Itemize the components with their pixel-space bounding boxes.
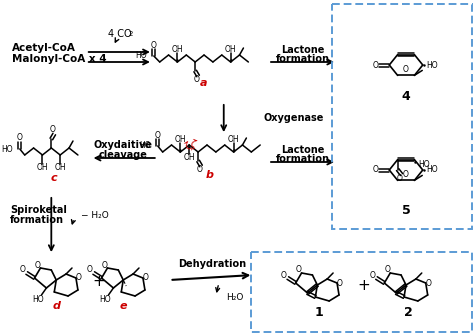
Text: O: O: [76, 274, 82, 283]
Text: b: b: [206, 170, 214, 180]
Text: Oxygenase: Oxygenase: [263, 113, 324, 123]
Text: O: O: [101, 260, 108, 269]
Text: O: O: [87, 265, 93, 275]
Text: OH: OH: [228, 134, 239, 143]
Text: O: O: [143, 274, 149, 283]
Text: Acetyl-CoA: Acetyl-CoA: [12, 43, 76, 53]
Text: 2: 2: [128, 31, 133, 37]
Text: Lactone: Lactone: [281, 145, 324, 155]
Text: OH: OH: [174, 134, 186, 143]
Text: O: O: [373, 60, 378, 70]
Text: O: O: [20, 265, 26, 275]
Text: ζ: ζ: [188, 138, 196, 150]
Text: O: O: [281, 270, 287, 280]
Text: e: e: [119, 301, 127, 311]
Text: O: O: [426, 279, 432, 288]
Text: OH: OH: [225, 44, 237, 53]
Bar: [332, 4, 472, 229]
Text: Malonyl-CoA x 4: Malonyl-CoA x 4: [12, 54, 107, 64]
Text: HO: HO: [419, 160, 430, 169]
Text: HO: HO: [1, 144, 13, 154]
Text: +: +: [92, 275, 105, 290]
Text: 5: 5: [401, 204, 410, 216]
Text: a: a: [201, 78, 208, 88]
Text: OH: OH: [36, 164, 48, 172]
Text: cleavage: cleavage: [99, 150, 148, 160]
Text: HO: HO: [427, 166, 438, 174]
Text: HO: HO: [427, 60, 438, 70]
Text: O: O: [373, 166, 378, 174]
Text: ζ: ζ: [183, 140, 193, 152]
Text: OH: OH: [55, 164, 66, 172]
Text: formation: formation: [275, 54, 329, 64]
Text: formation: formation: [275, 154, 329, 164]
Text: H₂O: H₂O: [226, 294, 243, 302]
Text: HO: HO: [33, 295, 44, 304]
Text: d: d: [52, 301, 60, 311]
Text: 1: 1: [315, 306, 324, 320]
Text: HO: HO: [135, 51, 147, 60]
Text: O: O: [196, 166, 202, 174]
Text: O: O: [17, 133, 23, 142]
Text: O: O: [397, 174, 402, 183]
Text: 2: 2: [403, 306, 412, 320]
Text: OH: OH: [172, 44, 183, 53]
Text: O: O: [151, 41, 157, 49]
Text: HO: HO: [100, 295, 111, 304]
Text: 4: 4: [401, 90, 410, 103]
Text: Spiroketal: Spiroketal: [10, 205, 67, 215]
Text: HO: HO: [139, 141, 151, 151]
Text: formation: formation: [10, 215, 64, 225]
Text: O: O: [384, 265, 390, 275]
Text: Oxydaitive: Oxydaitive: [94, 140, 153, 150]
Text: O: O: [193, 76, 199, 84]
Text: OH: OH: [183, 154, 195, 163]
Text: O: O: [403, 65, 409, 74]
Text: Lactone: Lactone: [281, 45, 324, 55]
Text: 4 CO: 4 CO: [109, 29, 132, 39]
Text: O: O: [370, 270, 375, 280]
Bar: [251, 252, 472, 332]
Text: O: O: [296, 265, 301, 275]
Text: O: O: [49, 126, 55, 134]
Text: O: O: [403, 170, 409, 179]
Text: c: c: [51, 173, 57, 183]
Text: Dehydration: Dehydration: [178, 259, 246, 269]
Text: O: O: [35, 260, 40, 269]
Text: +: +: [357, 278, 370, 293]
Text: − H₂O: − H₂O: [81, 211, 109, 220]
Text: O: O: [155, 130, 161, 139]
Text: O: O: [337, 279, 343, 288]
